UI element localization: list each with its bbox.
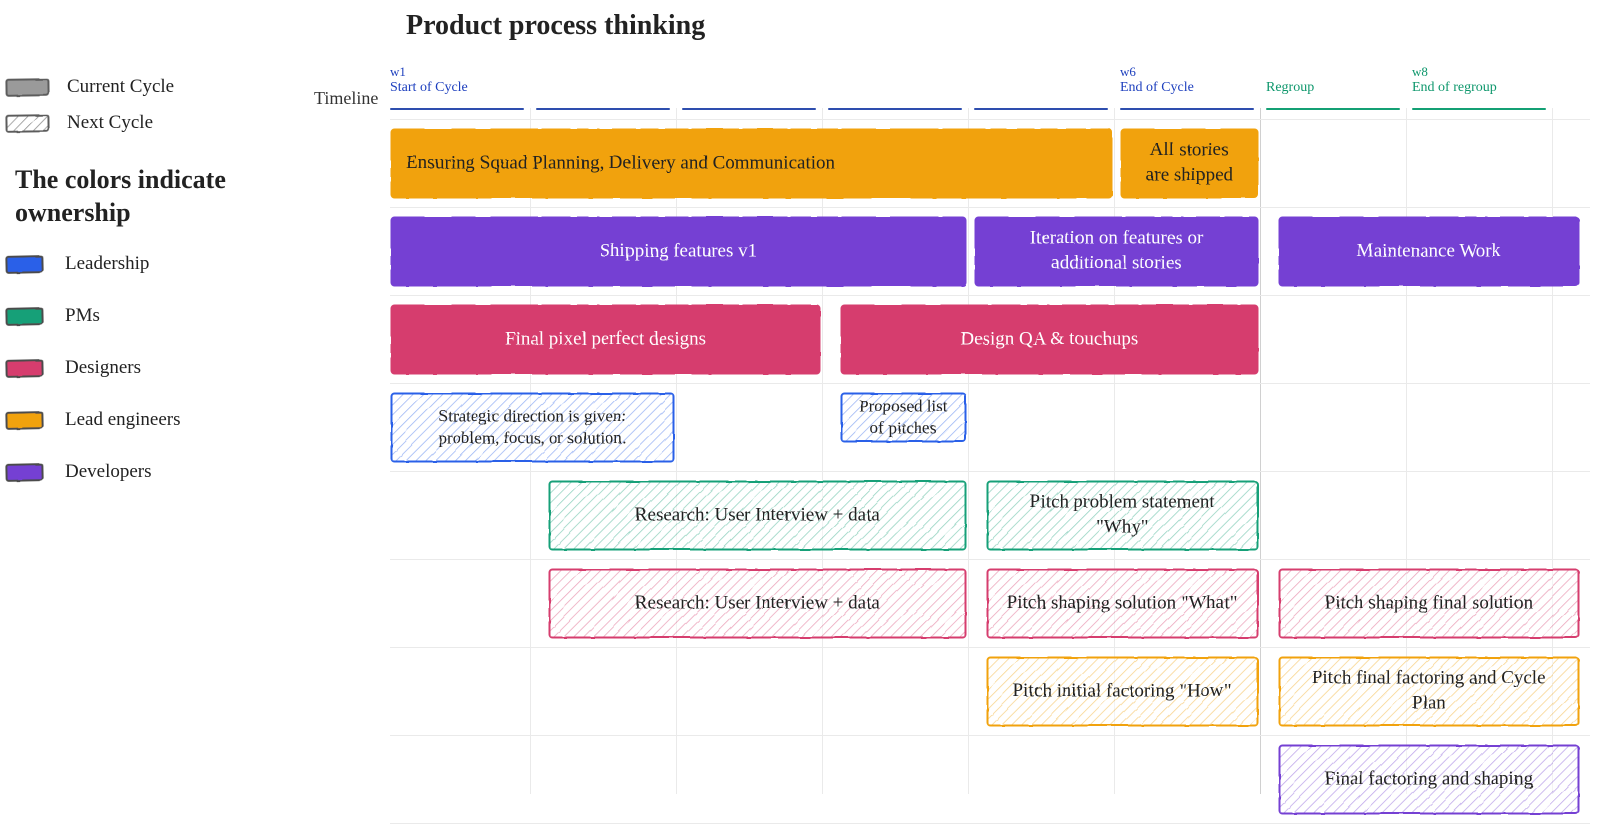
timeline-block: Strategic direction is given: problem, f… — [390, 392, 674, 462]
hgrid — [390, 295, 1590, 296]
block-label: Maintenance Work — [1356, 239, 1500, 264]
cycle-swatch-label: Current Cycle — [67, 76, 174, 98]
role-legend-row: Lead engineers — [5, 409, 285, 431]
timeline-block: Pitch initial factoring "How" — [986, 656, 1258, 726]
role-swatch-label: PMs — [65, 305, 100, 327]
role-legend-row: PMs — [5, 305, 285, 327]
block-label: Research: User Interview + data — [634, 591, 879, 616]
week-number: w8 — [1412, 64, 1497, 80]
week-header: w6End of Cycle — [1120, 64, 1194, 96]
timeline-block: Iteration on features or additional stor… — [974, 216, 1258, 286]
block-label: Design QA & touchups — [960, 327, 1138, 352]
role-swatch-label: Designers — [65, 357, 141, 379]
timeline-block: Ensuring Squad Planning, Delivery and Co… — [390, 128, 1112, 198]
block-label: Final pixel perfect designs — [504, 327, 705, 352]
block-label: Ensuring Squad Planning, Delivery and Co… — [406, 151, 835, 176]
week-rule — [1120, 108, 1254, 110]
hgrid — [390, 735, 1590, 736]
block-label: Pitch final factoring and Cycle Plan — [1294, 666, 1564, 715]
block-label: Pitch problem statement "Why" — [1002, 490, 1242, 539]
timeline-label: Timeline — [314, 88, 378, 109]
timeline-block: All stories are shipped — [1120, 128, 1258, 198]
week-label: Start of Cycle — [390, 80, 468, 95]
timeline-block: Maintenance Work — [1278, 216, 1580, 286]
week-rule — [828, 108, 962, 110]
week-number: w6 — [1120, 64, 1194, 80]
cycle-swatch — [5, 78, 49, 97]
role-swatch — [5, 411, 43, 430]
week-header: Regroup — [1266, 64, 1314, 96]
week-rule — [974, 108, 1108, 110]
block-label: Strategic direction is given: problem, f… — [406, 405, 658, 449]
role-swatch — [5, 307, 43, 326]
timeline-block: Proposed list of pitches — [840, 392, 966, 442]
block-label: Pitch initial factoring "How" — [1012, 679, 1231, 704]
ownership-note: The colors indicate ownership — [15, 164, 285, 229]
block-label: Research: User Interview + data — [634, 503, 879, 528]
timeline-block: Shipping features v1 — [390, 216, 966, 286]
cycle-swatch — [5, 114, 49, 133]
timeline-block: Pitch final factoring and Cycle Plan — [1278, 656, 1580, 726]
role-swatch-label: Developers — [65, 461, 152, 483]
role-swatch-label: Leadership — [65, 253, 149, 275]
block-label: All stories are shipped — [1136, 138, 1242, 187]
timeline-block: Design QA & touchups — [840, 304, 1258, 374]
timeline-chart: w1Start of Cycle w6End of Cycle Regroup w8… — [390, 64, 1590, 794]
cycle-legend-row: Current Cycle — [5, 76, 285, 98]
hgrid — [390, 647, 1590, 648]
block-label: Pitch shaping final solution — [1324, 591, 1532, 616]
cycle-swatch-label: Next Cycle — [67, 112, 153, 134]
block-label: Proposed list of pitches — [856, 395, 950, 439]
vgrid — [822, 108, 823, 794]
timeline-block: Pitch problem statement "Why" — [986, 480, 1258, 550]
week-rule — [390, 108, 524, 110]
page-title: Product process thinking — [406, 10, 705, 42]
hgrid — [390, 207, 1590, 208]
block-label: Iteration on features or additional stor… — [990, 226, 1242, 275]
timeline-block: Research: User Interview + data — [548, 568, 966, 638]
week-number — [1266, 64, 1314, 80]
diagram-canvas: Product process thinking Current Cycle Ne… — [0, 0, 1600, 801]
week-label: End of Cycle — [1120, 80, 1194, 95]
vgrid — [676, 108, 677, 794]
timeline-block: Final pixel perfect designs — [390, 304, 820, 374]
week-rule — [1266, 108, 1400, 110]
block-label: Final factoring and shaping — [1324, 767, 1532, 792]
cycle-legend: Current Cycle Next Cycle — [5, 76, 285, 134]
week-label: End of regroup — [1412, 80, 1497, 95]
timeline-block: Pitch shaping final solution — [1278, 568, 1580, 638]
week-header: w8End of regroup — [1412, 64, 1497, 96]
block-label: Pitch shaping solution "What" — [1007, 591, 1237, 616]
role-swatch — [5, 359, 43, 378]
role-legend-row: Developers — [5, 461, 285, 483]
week-number: w1 — [390, 64, 468, 80]
cycle-legend-row: Next Cycle — [5, 112, 285, 134]
vgrid — [968, 108, 969, 794]
week-rule — [1412, 108, 1546, 110]
role-swatch — [5, 463, 43, 482]
week-header: w1Start of Cycle — [390, 64, 468, 96]
timeline-block: Research: User Interview + data — [548, 480, 966, 550]
hgrid — [390, 559, 1590, 560]
timeline-block: Pitch shaping solution "What" — [986, 568, 1258, 638]
week-rule — [536, 108, 670, 110]
week-label: Regroup — [1266, 80, 1314, 95]
hgrid — [390, 383, 1590, 384]
role-legend: Leadership PMs Designers Lead engineers Deve… — [5, 253, 285, 483]
week-rule — [682, 108, 816, 110]
vgrid — [1260, 108, 1261, 794]
legend-sidebar: Current Cycle Next Cycle The colors indic… — [5, 76, 285, 513]
role-legend-row: Designers — [5, 357, 285, 379]
role-swatch-label: Lead engineers — [65, 409, 181, 431]
block-label: Shipping features v1 — [599, 239, 756, 264]
role-legend-row: Leadership — [5, 253, 285, 275]
role-swatch — [5, 255, 43, 274]
hgrid — [390, 119, 1590, 120]
hgrid — [390, 471, 1590, 472]
timeline-block: Final factoring and shaping — [1278, 744, 1580, 814]
